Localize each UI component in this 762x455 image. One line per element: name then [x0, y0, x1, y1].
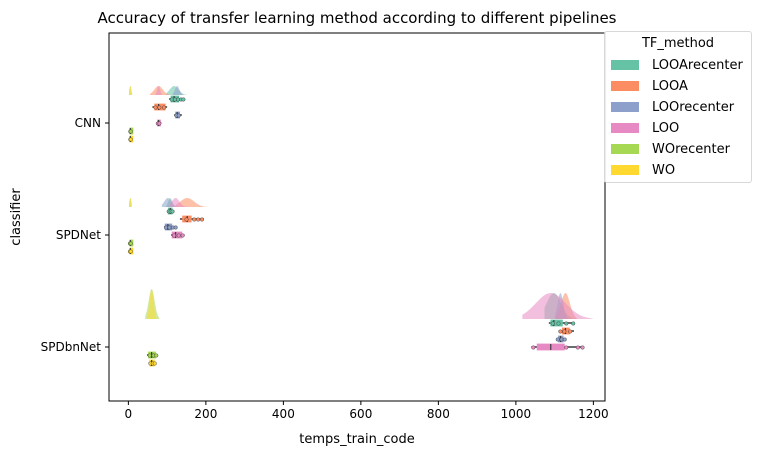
data-point — [128, 137, 133, 142]
chart-title: Accuracy of transfer learning method acc… — [97, 9, 616, 27]
legend-item-wo: WO — [611, 161, 675, 179]
data-point — [173, 225, 178, 230]
rain-points — [127, 97, 585, 366]
legend-label: LOOA — [652, 78, 688, 94]
data-point — [176, 233, 181, 238]
x-tick-label: 200 — [194, 407, 217, 421]
legend-label: LOOrecenter — [652, 99, 735, 115]
legend-item-loo: LOO — [611, 119, 679, 137]
legend-swatch — [611, 144, 639, 154]
data-point — [556, 321, 561, 326]
data-point — [550, 321, 555, 326]
data-point — [562, 337, 567, 342]
data-point — [564, 345, 569, 350]
density-cloud-loo — [168, 198, 187, 207]
data-point — [181, 97, 186, 102]
data-point — [128, 129, 133, 134]
box-looarecenter — [550, 319, 563, 327]
x-tick-label: 600 — [349, 407, 372, 421]
y-axis: CNN SPDNet SPDbnNet — [41, 116, 109, 354]
legend-swatch — [611, 165, 639, 175]
data-point — [555, 337, 560, 342]
data-point — [170, 209, 175, 214]
plot-area-frame — [108, 32, 606, 402]
legend-label: LOO — [652, 120, 680, 136]
data-point — [580, 345, 585, 350]
data-point — [157, 105, 162, 110]
data-point — [172, 233, 177, 238]
data-point — [128, 241, 133, 246]
data-point — [163, 225, 168, 230]
y-tick-label: SPDbnNet — [41, 340, 102, 354]
data-point — [180, 233, 185, 238]
data-point — [192, 217, 197, 222]
legend: TF_method LOOArecenter LOOA LOOrecenter LOO… — [604, 31, 752, 183]
y-tick-label: CNN — [75, 116, 101, 130]
data-point — [196, 217, 201, 222]
data-point — [153, 105, 158, 110]
x-axis-label: temps_train_code — [299, 432, 414, 447]
legend-swatch — [611, 60, 639, 70]
data-point — [157, 121, 162, 126]
data-point — [154, 353, 159, 358]
legend-label: WOrecenter — [652, 141, 730, 157]
density-cloud-wo — [147, 289, 157, 319]
legend-swatch — [611, 102, 639, 112]
legend-label: WO — [652, 162, 676, 178]
x-tick-label: 1000 — [501, 407, 532, 421]
data-point — [184, 217, 189, 222]
data-point — [531, 345, 536, 350]
legend-item-worecenter: WOrecenter — [611, 140, 730, 158]
density-cloud-wo — [128, 198, 132, 207]
data-point — [568, 329, 573, 334]
x-tick-label: 1200 — [578, 407, 609, 421]
y-tick-label: SPDNet — [56, 228, 101, 242]
data-point — [558, 329, 563, 334]
data-point — [564, 321, 569, 326]
density-cloud-loorecenter — [172, 86, 184, 95]
legend-swatch — [611, 81, 639, 91]
legend-title: TF_method — [641, 36, 715, 51]
x-tick-label: 0 — [125, 407, 133, 421]
density-cloud-wo — [128, 86, 133, 95]
legend-label: LOOArecenter — [652, 57, 743, 73]
data-point — [176, 113, 181, 118]
data-point — [199, 217, 204, 222]
density-cloud-loo — [155, 86, 163, 95]
x-tick-label: 800 — [427, 407, 450, 421]
density-cloud-loorecenter — [161, 198, 180, 207]
x-tick-label: 400 — [272, 407, 295, 421]
box-plots — [129, 95, 584, 367]
density-clouds — [128, 86, 593, 319]
legend-item-looarecenter: LOOArecenter — [611, 56, 743, 74]
density-cloud-looa — [175, 198, 209, 207]
data-point — [575, 345, 580, 350]
data-point — [147, 353, 152, 358]
y-axis-label: classifier — [9, 188, 24, 246]
data-point — [162, 105, 167, 110]
legend-swatch — [611, 123, 639, 133]
data-point — [128, 249, 133, 254]
legend-item-loorecenter: LOOrecenter — [611, 98, 734, 116]
density-cloud-loo — [522, 293, 593, 319]
data-point — [167, 225, 172, 230]
legend-item-looa: LOOA — [611, 77, 688, 95]
data-point — [152, 361, 157, 366]
data-point — [571, 321, 576, 326]
x-axis: 0 200 400 600 800 1000 1200 — [125, 401, 609, 421]
data-point — [562, 329, 567, 334]
